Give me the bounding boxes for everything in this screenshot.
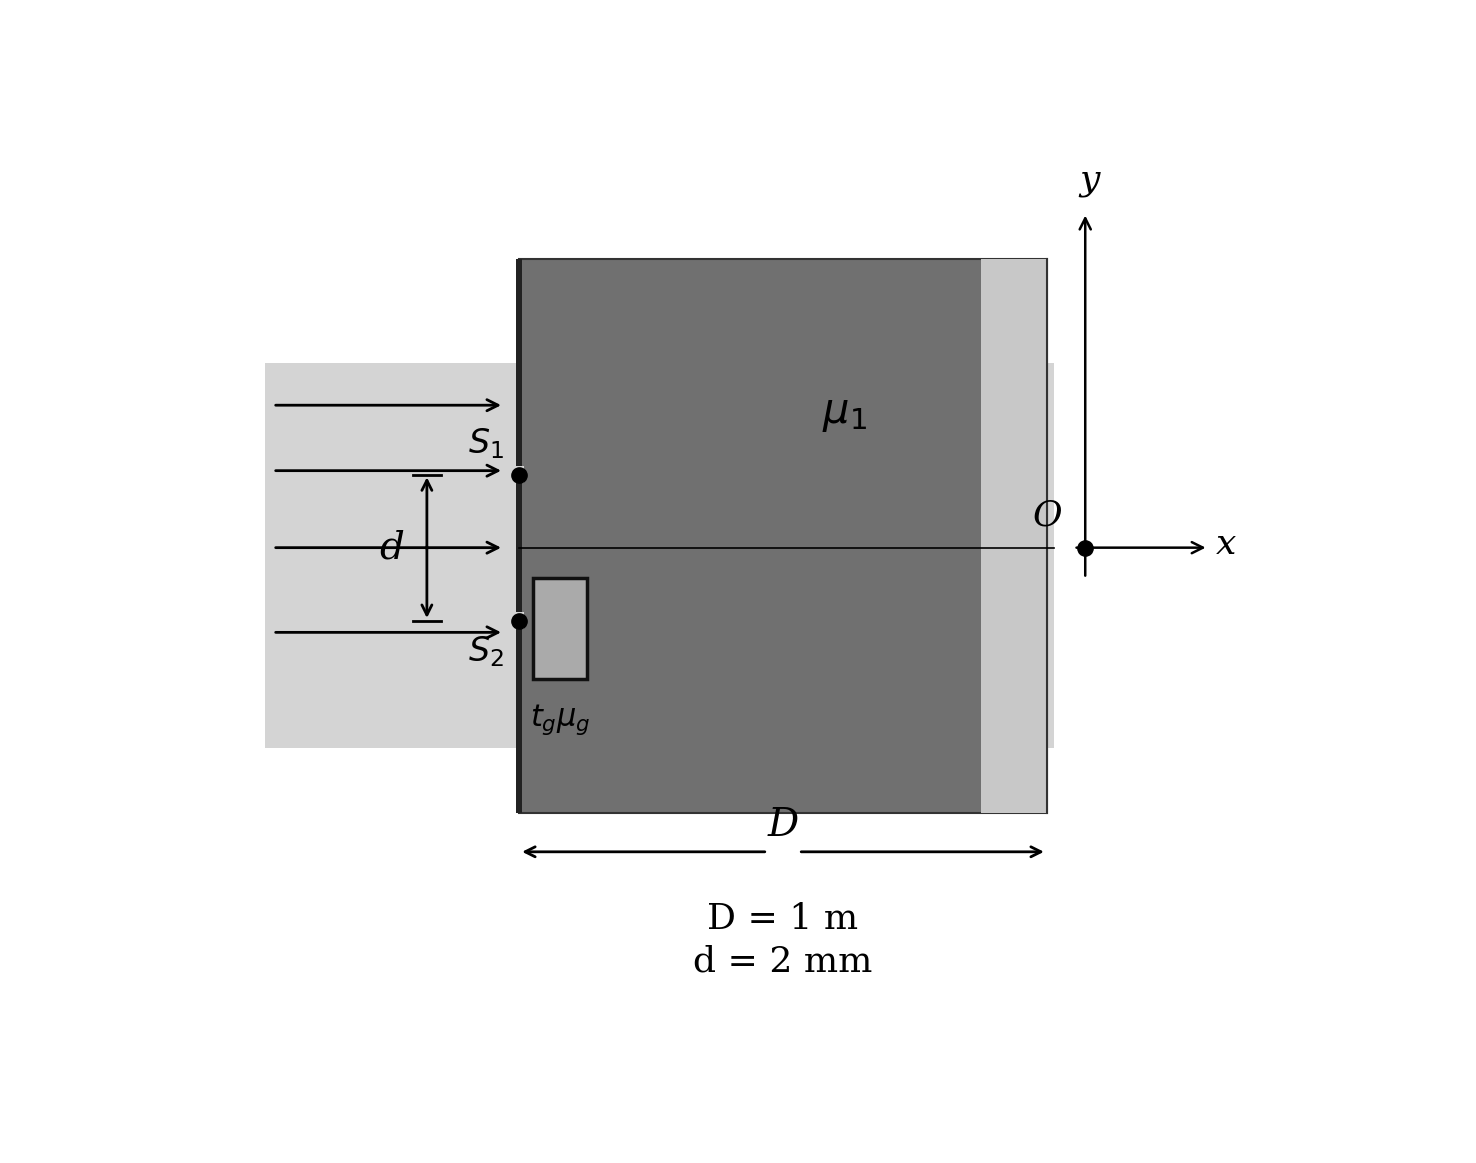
Bar	[520, 259, 1046, 813]
Text: d: d	[379, 529, 404, 566]
Text: $S_1$: $S_1$	[468, 426, 503, 461]
Text: D = 1 m: D = 1 m	[707, 901, 859, 936]
Bar	[533, 578, 587, 678]
Text: D: D	[768, 807, 799, 844]
Bar	[517, 259, 523, 813]
Text: y: y	[1079, 163, 1100, 198]
Text: x: x	[1216, 527, 1237, 561]
Bar	[515, 466, 524, 483]
Text: d = 2 mm: d = 2 mm	[694, 944, 872, 978]
Text: O: O	[1033, 498, 1063, 533]
Text: $\mu_1$: $\mu_1$	[822, 392, 866, 434]
Bar	[515, 613, 524, 629]
Bar	[982, 259, 1046, 813]
Text: $t_g\mu_g$: $t_g\mu_g$	[530, 701, 590, 736]
Text: $S_2$: $S_2$	[468, 635, 503, 670]
Bar	[266, 363, 1054, 748]
